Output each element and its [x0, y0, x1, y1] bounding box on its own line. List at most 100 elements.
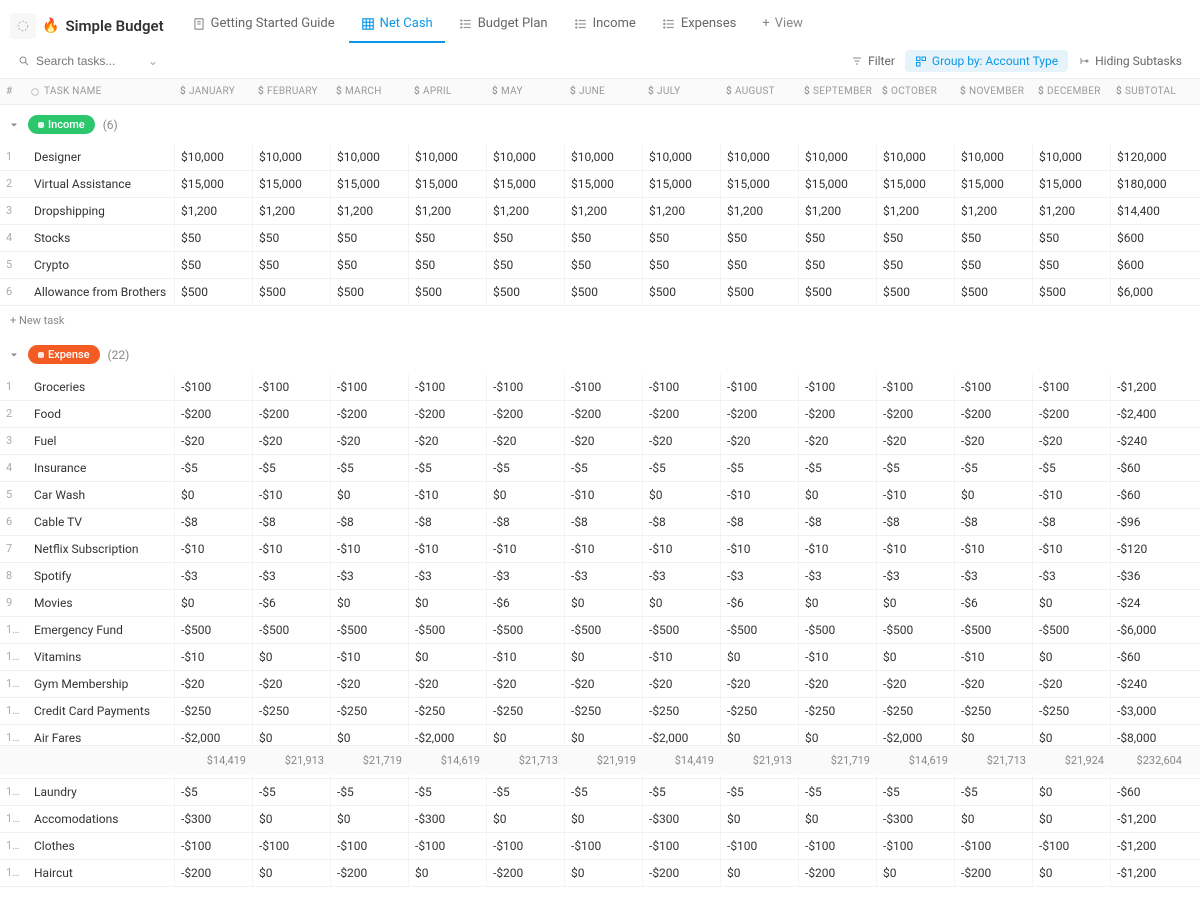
- month-cell[interactable]: -$100: [798, 833, 876, 859]
- month-cell[interactable]: -$20: [330, 671, 408, 697]
- group-by-button[interactable]: Group by: Account Type: [905, 50, 1068, 72]
- month-cell[interactable]: -$5: [876, 455, 954, 481]
- month-cell[interactable]: $500: [330, 279, 408, 305]
- month-cell[interactable]: -$200: [408, 401, 486, 427]
- task-name[interactable]: Allowance from Brothers: [24, 279, 174, 305]
- month-cell[interactable]: -$500: [876, 617, 954, 643]
- month-cell[interactable]: -$100: [174, 374, 252, 400]
- month-cell[interactable]: -$10: [720, 536, 798, 562]
- month-cell[interactable]: $10,000: [252, 144, 330, 170]
- col-november[interactable]: $ NOVEMBER: [954, 79, 1032, 104]
- month-cell[interactable]: $0: [564, 806, 642, 832]
- month-cell[interactable]: -$5: [564, 455, 642, 481]
- task-name[interactable]: Fuel: [24, 428, 174, 454]
- month-cell[interactable]: -$500: [720, 617, 798, 643]
- month-cell[interactable]: -$20: [642, 671, 720, 697]
- month-cell[interactable]: -$100: [408, 374, 486, 400]
- month-cell[interactable]: -$500: [954, 617, 1032, 643]
- month-cell[interactable]: $15,000: [798, 171, 876, 197]
- task-name[interactable]: Gym Membership: [24, 671, 174, 697]
- month-cell[interactable]: -$100: [876, 374, 954, 400]
- month-cell[interactable]: $50: [876, 225, 954, 251]
- month-cell[interactable]: -$5: [954, 455, 1032, 481]
- month-cell[interactable]: -$5: [1032, 455, 1110, 481]
- month-cell[interactable]: -$3: [408, 563, 486, 589]
- month-cell[interactable]: -$500: [564, 617, 642, 643]
- month-cell[interactable]: -$100: [954, 833, 1032, 859]
- month-cell[interactable]: -$100: [252, 833, 330, 859]
- month-cell[interactable]: -$300: [876, 806, 954, 832]
- month-cell[interactable]: $0: [798, 482, 876, 508]
- month-cell[interactable]: $50: [798, 225, 876, 251]
- col-april[interactable]: $ APRIL: [408, 79, 486, 104]
- month-cell[interactable]: $10,000: [798, 144, 876, 170]
- month-cell[interactable]: -$10: [798, 536, 876, 562]
- chevron-down-icon[interactable]: ⌄: [148, 54, 158, 68]
- task-name[interactable]: Laundry: [24, 779, 174, 805]
- col-march[interactable]: $ MARCH: [330, 79, 408, 104]
- col-task-name[interactable]: TASK NAME: [24, 79, 174, 104]
- month-cell[interactable]: -$3: [564, 563, 642, 589]
- caret-down-icon[interactable]: [8, 119, 20, 131]
- table-row[interactable]: 6Allowance from Brothers$500$500$500$500…: [0, 279, 1200, 306]
- month-cell[interactable]: -$5: [174, 779, 252, 805]
- month-cell[interactable]: -$100: [486, 833, 564, 859]
- table-row[interactable]: 2Food-$200-$200-$200-$200-$200-$200-$200…: [0, 401, 1200, 428]
- month-cell[interactable]: -$5: [642, 779, 720, 805]
- table-row[interactable]: 7Netflix Subscription-$10-$10-$10-$10-$1…: [0, 536, 1200, 563]
- month-cell[interactable]: $0: [486, 806, 564, 832]
- task-name[interactable]: Insurance: [24, 455, 174, 481]
- month-cell[interactable]: $50: [174, 252, 252, 278]
- month-cell[interactable]: -$8: [720, 509, 798, 535]
- month-cell[interactable]: $500: [642, 279, 720, 305]
- month-cell[interactable]: $0: [642, 590, 720, 616]
- month-cell[interactable]: -$250: [408, 698, 486, 724]
- tab-income[interactable]: Income: [562, 8, 648, 43]
- month-cell[interactable]: $1,200: [642, 198, 720, 224]
- month-cell[interactable]: -$200: [876, 401, 954, 427]
- month-cell[interactable]: $0: [876, 644, 954, 670]
- month-cell[interactable]: $10,000: [720, 144, 798, 170]
- month-cell[interactable]: $50: [1032, 225, 1110, 251]
- month-cell[interactable]: -$10: [720, 482, 798, 508]
- month-cell[interactable]: -$3: [876, 563, 954, 589]
- month-cell[interactable]: -$200: [330, 401, 408, 427]
- month-cell[interactable]: $0: [330, 806, 408, 832]
- month-cell[interactable]: -$200: [330, 860, 408, 886]
- month-cell[interactable]: -$200: [642, 860, 720, 886]
- month-cell[interactable]: -$300: [408, 806, 486, 832]
- table-row[interactable]: 11Vitamins-$10$0-$10$0-$10$0-$10$0-$10$0…: [0, 644, 1200, 671]
- table-row[interactable]: 8Spotify-$3-$3-$3-$3-$3-$3-$3-$3-$3-$3-$…: [0, 563, 1200, 590]
- month-cell[interactable]: -$100: [954, 374, 1032, 400]
- task-name[interactable]: Clothes: [24, 833, 174, 859]
- month-cell[interactable]: -$200: [252, 401, 330, 427]
- month-cell[interactable]: -$3: [174, 563, 252, 589]
- month-cell[interactable]: -$200: [954, 860, 1032, 886]
- col-december[interactable]: $ DECEMBER: [1032, 79, 1110, 104]
- month-cell[interactable]: $50: [720, 252, 798, 278]
- month-cell[interactable]: $500: [564, 279, 642, 305]
- month-cell[interactable]: $0: [954, 482, 1032, 508]
- month-cell[interactable]: -$100: [564, 833, 642, 859]
- month-cell[interactable]: $1,200: [876, 198, 954, 224]
- table-row[interactable]: 5Car Wash$0-$10$0-$10$0-$10$0-$10$0-$10$…: [0, 482, 1200, 509]
- month-cell[interactable]: -$100: [1032, 833, 1110, 859]
- month-cell[interactable]: $500: [486, 279, 564, 305]
- task-name[interactable]: Credit Card Payments: [24, 698, 174, 724]
- month-cell[interactable]: -$20: [486, 428, 564, 454]
- month-cell[interactable]: -$500: [798, 617, 876, 643]
- table-row[interactable]: 3Fuel-$20-$20-$20-$20-$20-$20-$20-$20-$2…: [0, 428, 1200, 455]
- month-cell[interactable]: -$20: [720, 428, 798, 454]
- month-cell[interactable]: -$20: [174, 428, 252, 454]
- month-cell[interactable]: $1,200: [954, 198, 1032, 224]
- month-cell[interactable]: $0: [564, 590, 642, 616]
- col-may[interactable]: $ MAY: [486, 79, 564, 104]
- table-row[interactable]: 5Crypto$50$50$50$50$50$50$50$50$50$50$50…: [0, 252, 1200, 279]
- tab-net-cash[interactable]: Net Cash: [349, 8, 445, 43]
- month-cell[interactable]: -$250: [954, 698, 1032, 724]
- month-cell[interactable]: -$250: [642, 698, 720, 724]
- month-cell[interactable]: $50: [954, 252, 1032, 278]
- month-cell[interactable]: -$200: [174, 860, 252, 886]
- month-cell[interactable]: $0: [174, 482, 252, 508]
- month-cell[interactable]: $50: [330, 225, 408, 251]
